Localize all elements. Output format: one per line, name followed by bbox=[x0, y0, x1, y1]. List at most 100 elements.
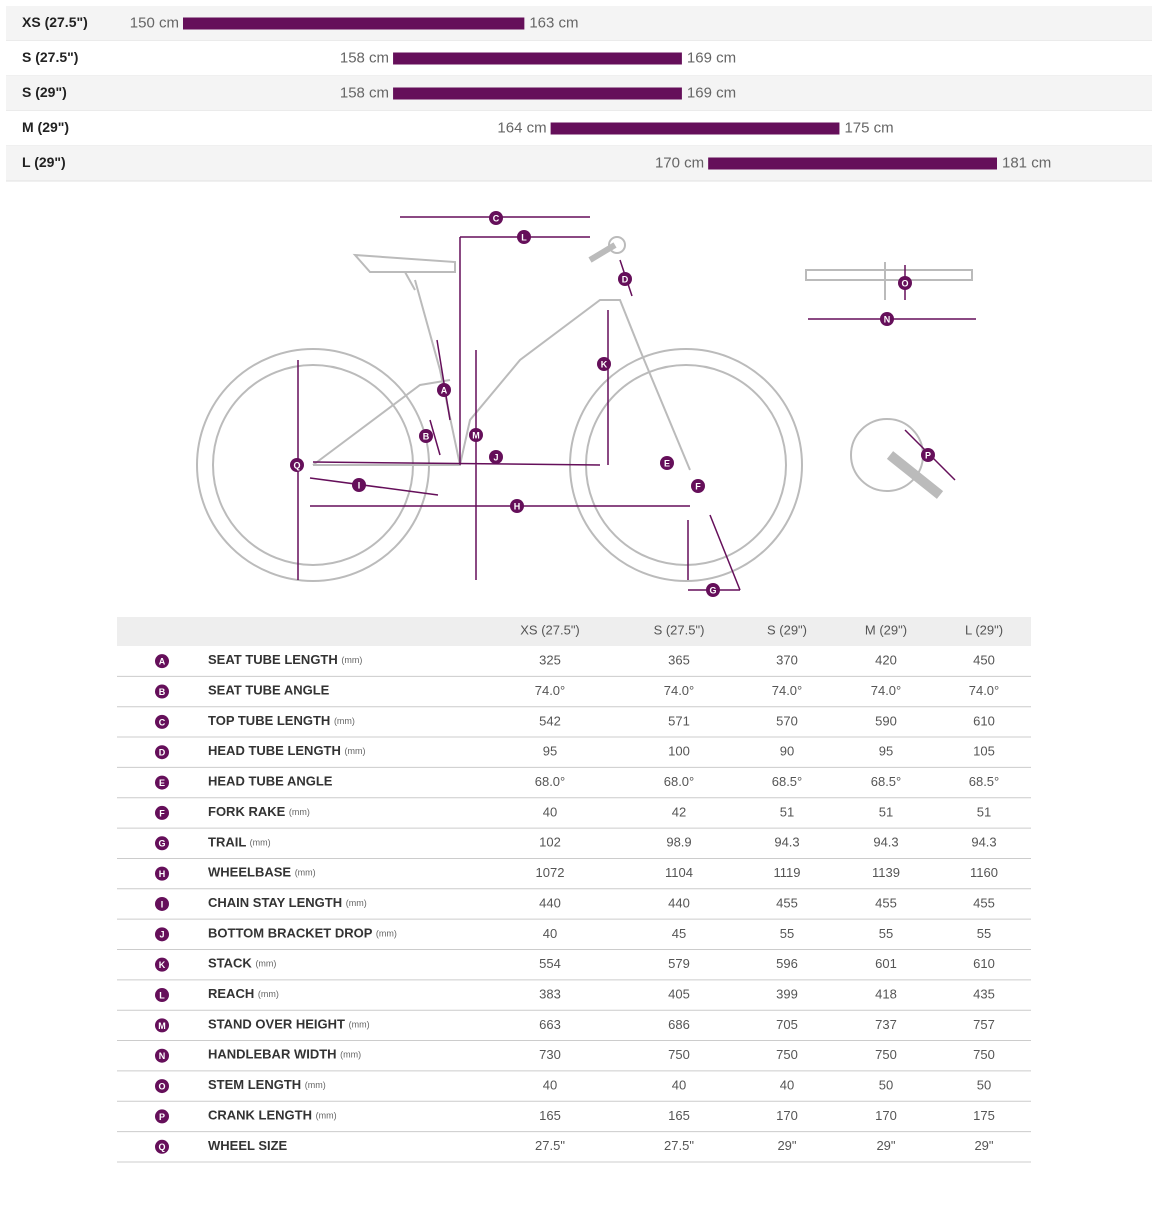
row-marker-letter: N bbox=[159, 1051, 166, 1061]
measure-value: 365 bbox=[668, 653, 690, 668]
diagram-marker bbox=[517, 230, 531, 244]
measure-value: 55 bbox=[977, 926, 991, 941]
row-marker bbox=[155, 714, 169, 729]
measure-value: 663 bbox=[539, 1017, 561, 1032]
measure-label: HEAD TUBE ANGLE bbox=[208, 774, 333, 789]
measure-value: 40 bbox=[543, 926, 557, 941]
measure-value: 40 bbox=[543, 1078, 557, 1093]
measure-value: 55 bbox=[879, 926, 893, 941]
measure-value: 1160 bbox=[970, 865, 998, 880]
measure-name: HEAD TUBE LENGTH (mm) bbox=[208, 744, 366, 759]
size-name: S (29") bbox=[22, 84, 67, 100]
max-height: 175 cm bbox=[844, 119, 893, 136]
measure-label: STEM LENGTH bbox=[208, 1078, 301, 1093]
measure-value: 74.0° bbox=[664, 683, 695, 698]
measure-unit: (mm) bbox=[340, 1050, 361, 1060]
diagram-marker-letter: H bbox=[514, 501, 521, 511]
diagram-marker bbox=[469, 428, 483, 442]
min-height: 158 cm bbox=[340, 49, 389, 66]
measure-name: WHEELBASE (mm) bbox=[208, 865, 316, 880]
chainring bbox=[850, 418, 924, 492]
diagram-marker bbox=[706, 583, 720, 597]
measure-name: CHAIN STAY LENGTH (mm) bbox=[208, 895, 367, 910]
measure-value: 325 bbox=[539, 653, 561, 668]
row-marker-letter: D bbox=[159, 748, 166, 758]
front-rim bbox=[585, 364, 787, 566]
frame bbox=[313, 299, 691, 471]
column-header: M (29") bbox=[865, 622, 907, 637]
measure-value: 29" bbox=[777, 1138, 796, 1153]
measure-unit: (mm) bbox=[345, 747, 366, 757]
row-marker-letter: F bbox=[159, 808, 165, 818]
measure-value: 435 bbox=[973, 986, 995, 1001]
measure-value: 542 bbox=[539, 713, 561, 728]
row-marker bbox=[155, 866, 169, 881]
measure-value: 370 bbox=[776, 653, 798, 668]
row-marker bbox=[155, 1079, 169, 1094]
measure-value: 579 bbox=[668, 956, 690, 971]
diagram-marker-letter: K bbox=[601, 359, 608, 369]
measure-value: 405 bbox=[668, 986, 690, 1001]
row-marker bbox=[155, 896, 169, 911]
row-marker bbox=[155, 957, 169, 972]
measure-value: 42 bbox=[672, 804, 686, 819]
diagram-marker bbox=[880, 312, 894, 326]
min-height: 170 cm bbox=[655, 154, 704, 171]
measure-unit: (mm) bbox=[316, 1111, 337, 1121]
measure-value: 170 bbox=[875, 1108, 897, 1123]
measure-value: 94.3 bbox=[873, 835, 898, 850]
row-marker bbox=[155, 654, 169, 669]
measure-value: 1104 bbox=[665, 865, 693, 880]
measure-value: 610 bbox=[973, 956, 995, 971]
measure-name: HANDLEBAR WIDTH (mm) bbox=[208, 1047, 361, 1062]
diagram-marker-letter: L bbox=[521, 232, 527, 242]
measure-value: 590 bbox=[875, 713, 897, 728]
max-height: 169 cm bbox=[687, 84, 736, 101]
measure-value: 68.5° bbox=[871, 774, 902, 789]
row-marker-letter: I bbox=[161, 899, 164, 909]
diagram-marker bbox=[419, 429, 433, 443]
measure-value: 105 bbox=[973, 744, 995, 759]
diagram-marker-letter: O bbox=[901, 278, 908, 288]
row-marker-letter: Q bbox=[158, 1142, 165, 1152]
diagram-marker bbox=[618, 272, 632, 286]
measure-value: 601 bbox=[875, 956, 897, 971]
row-marker-letter: H bbox=[159, 869, 166, 879]
measure-value: 40 bbox=[543, 804, 557, 819]
measure-name: STAND OVER HEIGHT (mm) bbox=[208, 1017, 370, 1032]
row-marker-letter: P bbox=[159, 1112, 165, 1122]
row-marker-letter: M bbox=[158, 1021, 166, 1031]
measure-value: 68.5° bbox=[772, 774, 803, 789]
diagram-marker-letter: Q bbox=[293, 460, 300, 470]
measure-unit: (mm) bbox=[295, 868, 316, 878]
diagram-marker bbox=[489, 211, 503, 225]
height-range-bar bbox=[708, 157, 997, 170]
diagram-marker-letter: E bbox=[664, 458, 670, 468]
diagram-marker-letter: J bbox=[493, 452, 498, 462]
measure-name: HEAD TUBE ANGLE bbox=[208, 774, 333, 789]
size-name: S (27.5") bbox=[22, 49, 78, 65]
row-marker bbox=[155, 1109, 169, 1124]
measure-value: 74.0° bbox=[969, 683, 1000, 698]
max-height: 169 cm bbox=[687, 49, 736, 66]
height-range-bar bbox=[393, 52, 682, 65]
row-marker-letter: O bbox=[158, 1081, 165, 1091]
measure-label: BOTTOM BRACKET DROP bbox=[208, 926, 373, 941]
min-height: 158 cm bbox=[340, 84, 389, 101]
row-marker-letter: J bbox=[159, 930, 164, 940]
min-height: 164 cm bbox=[497, 119, 546, 136]
measure-label: SEAT TUBE ANGLE bbox=[208, 683, 330, 698]
bike-diagram bbox=[196, 236, 973, 582]
measure-value: 757 bbox=[973, 1017, 995, 1032]
row-marker bbox=[155, 684, 169, 699]
measure-unit: (mm) bbox=[258, 989, 279, 999]
measure-value: 418 bbox=[875, 986, 897, 1001]
measure-value: 40 bbox=[780, 1078, 794, 1093]
measure-value: 51 bbox=[780, 804, 794, 819]
diagram-marker-letter: M bbox=[472, 430, 480, 440]
diagram-marker bbox=[510, 499, 524, 513]
row-marker bbox=[155, 805, 169, 820]
measure-label: WHEELBASE bbox=[208, 865, 291, 880]
